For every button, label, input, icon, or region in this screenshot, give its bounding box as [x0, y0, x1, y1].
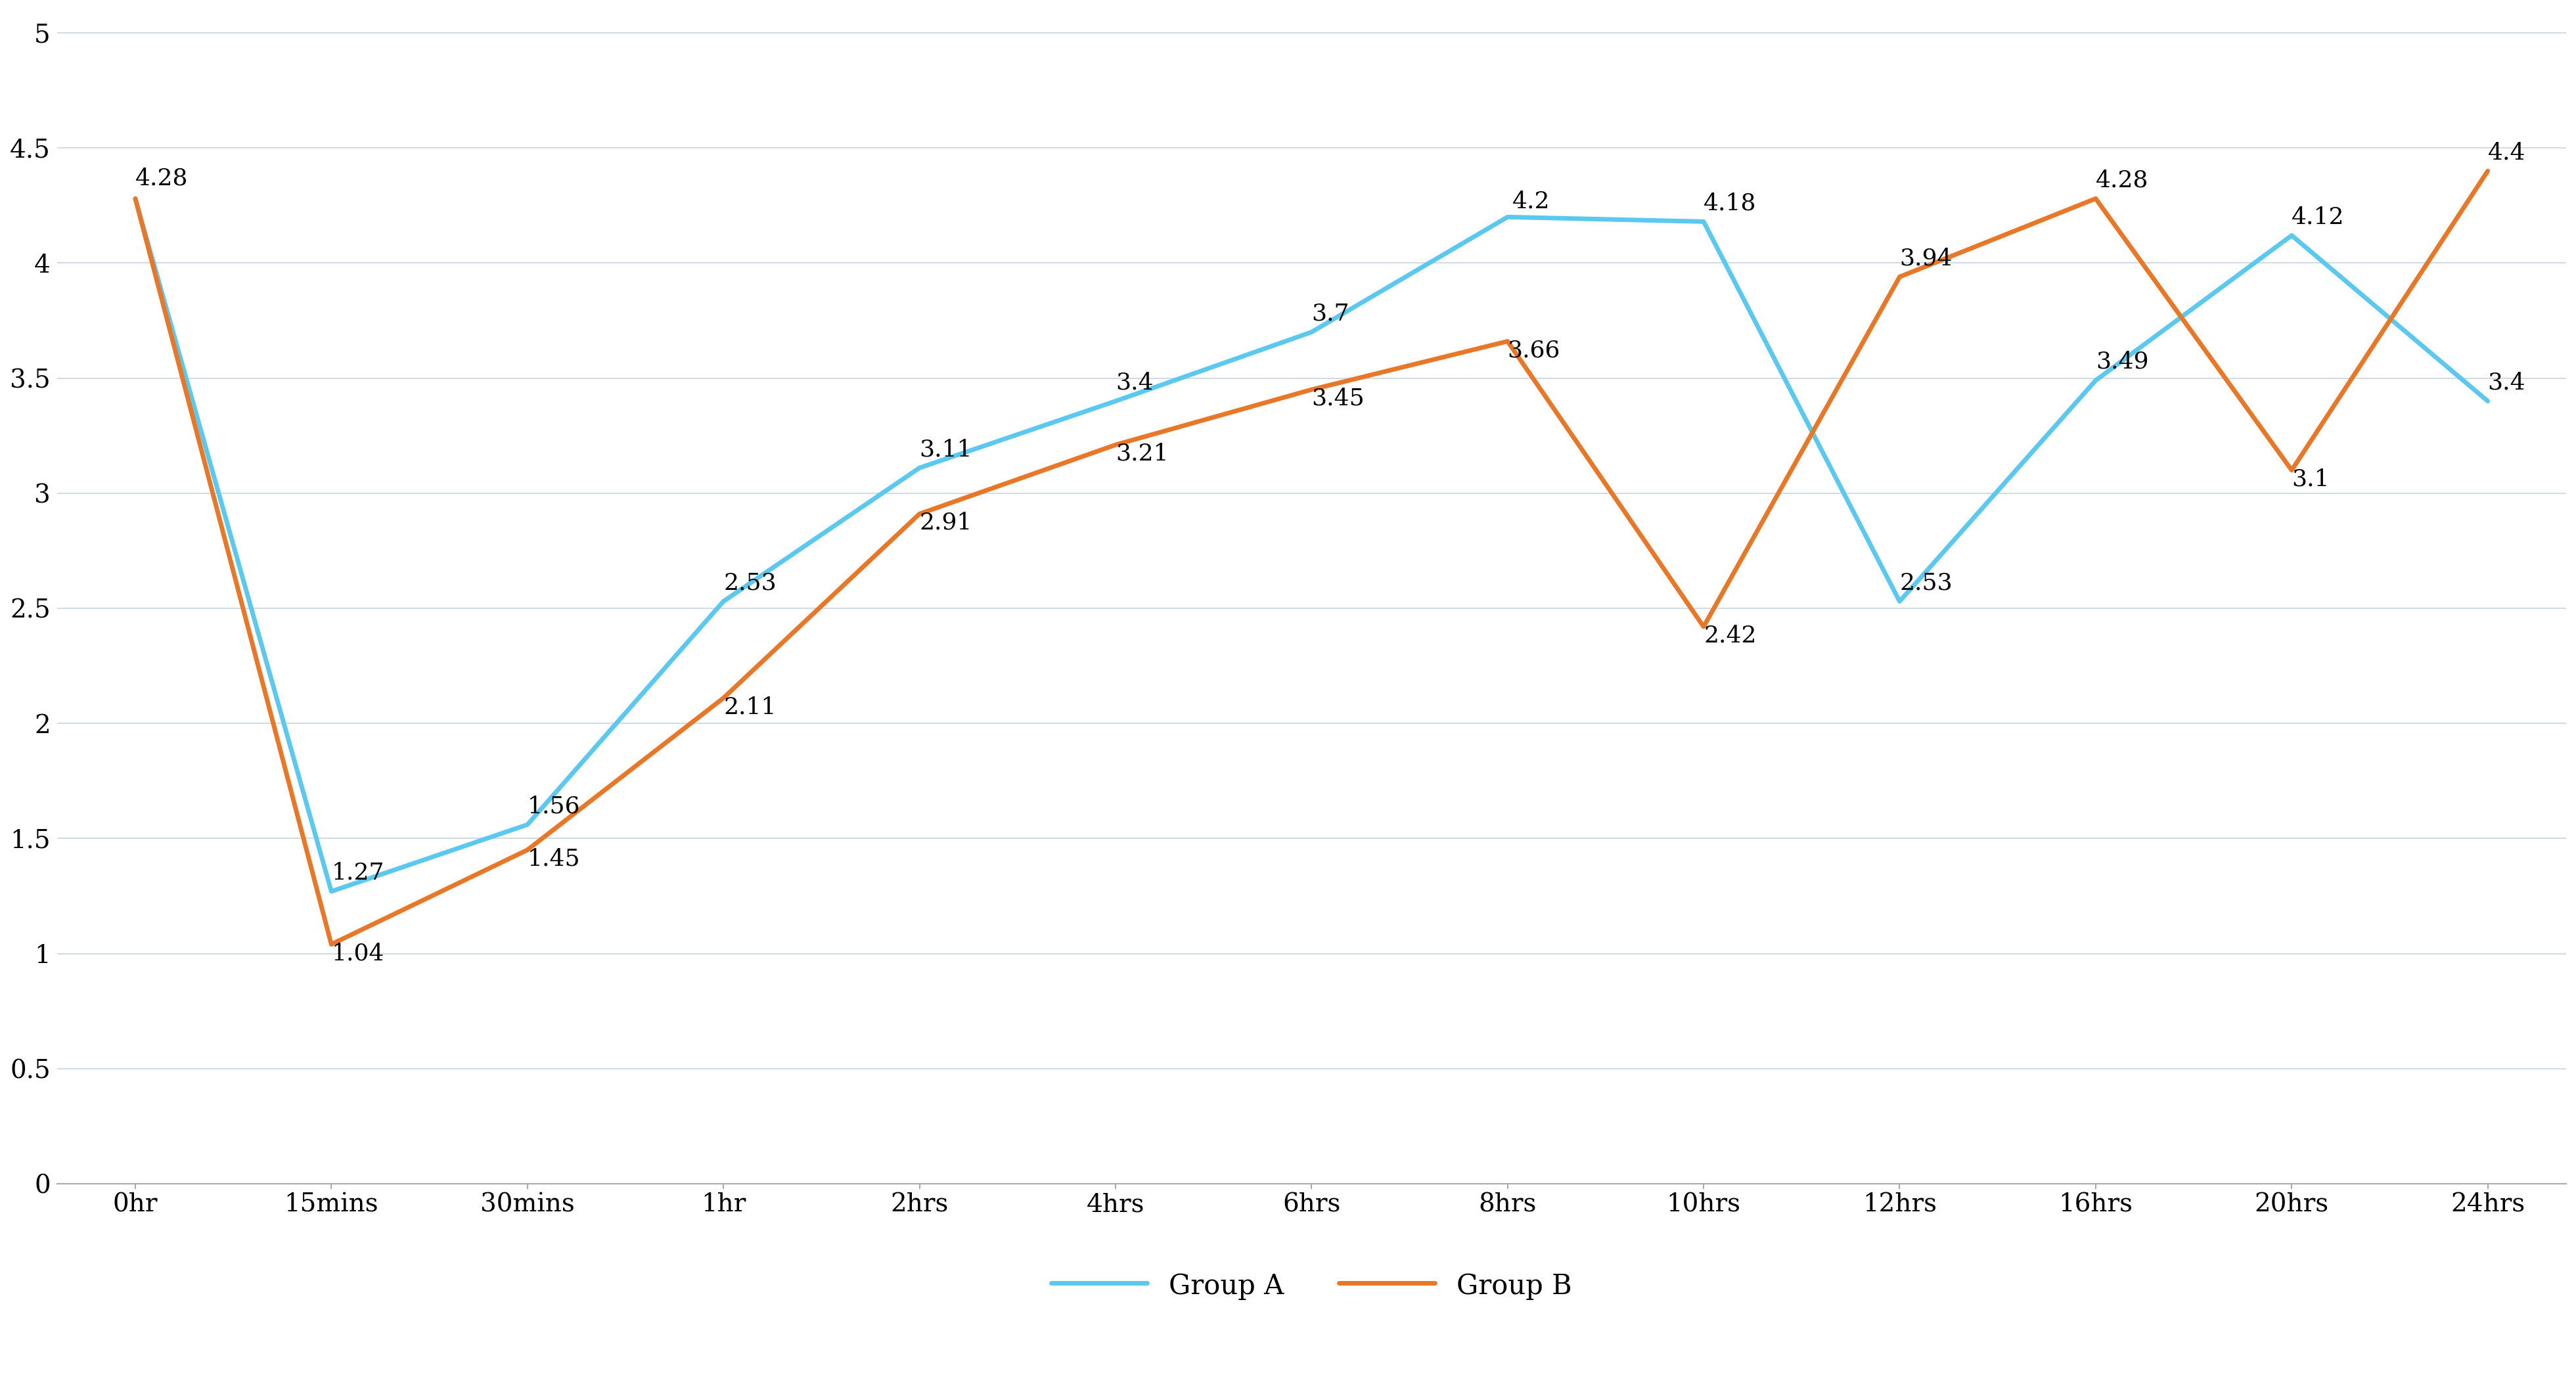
Text: 3.7: 3.7 [1311, 302, 1350, 324]
Text: 1.04: 1.04 [332, 942, 384, 965]
Text: 3.21: 3.21 [1115, 443, 1170, 465]
Group B [1883, 269, 1914, 285]
Text: 4.12: 4.12 [2293, 206, 2344, 228]
Text: 3.66: 3.66 [1507, 340, 1561, 362]
Group A [904, 459, 935, 476]
Text: 3.45: 3.45 [1311, 387, 1365, 409]
Text: 2.11: 2.11 [724, 696, 775, 718]
Text: 2.42: 2.42 [1703, 625, 1757, 647]
Group A [1687, 213, 1718, 230]
Group A [2277, 227, 2308, 244]
Text: 1.27: 1.27 [332, 862, 384, 884]
Group A [2473, 393, 2504, 409]
Line: Group A: Group A [137, 199, 2488, 891]
Group A [513, 816, 544, 832]
Text: 1.56: 1.56 [528, 795, 580, 817]
Group A [1883, 593, 1914, 610]
Group A [121, 191, 152, 207]
Text: 3.11: 3.11 [920, 438, 971, 461]
Group B [1100, 437, 1131, 454]
Group B [708, 689, 739, 706]
Group B [904, 505, 935, 522]
Text: 4.2: 4.2 [1512, 191, 1551, 213]
Group B [1296, 381, 1327, 398]
Group B [2277, 462, 2308, 479]
Group A [317, 883, 348, 899]
Group B [1492, 333, 1522, 349]
Group B [317, 935, 348, 952]
Group A [2081, 372, 2112, 388]
Text: 4.28: 4.28 [137, 167, 188, 189]
Text: 3.4: 3.4 [2488, 372, 2524, 394]
Group B [513, 842, 544, 859]
Group B [1687, 618, 1718, 635]
Text: 1.45: 1.45 [528, 848, 580, 870]
Text: 3.49: 3.49 [2097, 351, 2148, 373]
Group A [708, 593, 739, 610]
Text: 4.4: 4.4 [2488, 142, 2524, 164]
Text: 2.91: 2.91 [920, 512, 971, 535]
Text: 4.18: 4.18 [1703, 192, 1757, 214]
Text: 3.4: 3.4 [1115, 372, 1154, 394]
Text: 3.94: 3.94 [1899, 248, 1953, 270]
Group B [2081, 191, 2112, 207]
Legend: Group A, Group B: Group A, Group B [1041, 1261, 1582, 1311]
Group A [1492, 209, 1522, 226]
Group B [2473, 163, 2504, 180]
Text: 4.28: 4.28 [2097, 168, 2148, 191]
Line: Group B: Group B [137, 171, 2488, 944]
Group B [121, 191, 152, 207]
Group A [1100, 393, 1131, 409]
Text: 3.1: 3.1 [2293, 468, 2329, 490]
Text: 2.53: 2.53 [1899, 572, 1953, 594]
Text: 2.53: 2.53 [724, 572, 775, 594]
Group A [1296, 324, 1327, 341]
